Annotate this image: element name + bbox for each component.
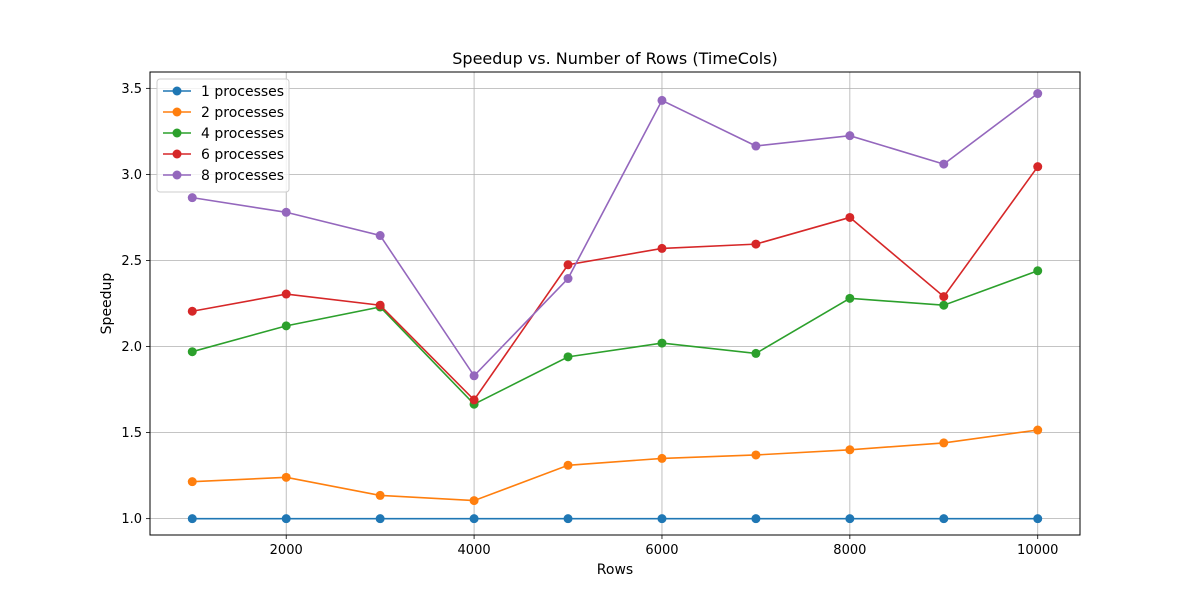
data-point	[751, 239, 761, 249]
y-tick-label: 1.0	[121, 512, 142, 527]
data-point	[469, 496, 479, 506]
data-point	[281, 207, 291, 217]
series-3	[187, 266, 1043, 409]
data-point	[187, 306, 197, 316]
x-axis: 2000 4000 6000 8000 10000	[270, 535, 1058, 558]
data-point	[845, 212, 855, 222]
data-point	[939, 159, 949, 169]
data-point	[1033, 266, 1043, 276]
y-tick-label: 2.5	[121, 254, 142, 269]
data-point	[281, 514, 291, 524]
chart-title: Speedup vs. Number of Rows (TimeCols)	[452, 49, 777, 68]
legend-label: 6 processes	[201, 147, 284, 163]
y-axis-label: Speedup	[99, 273, 115, 335]
y-tick-label: 2.0	[121, 340, 142, 355]
data-point	[845, 131, 855, 141]
x-tick-label: 6000	[645, 543, 678, 558]
legend-swatch-marker	[172, 170, 182, 180]
series-line	[192, 92, 1039, 378]
legend-item: 1 processes	[163, 84, 284, 100]
legend: 1 processes 2 processes 4 processes 6 proce…	[156, 78, 290, 193]
legend-label: 4 processes	[201, 126, 284, 142]
series-layer	[187, 89, 1043, 524]
x-axis-label: Rows	[597, 562, 633, 578]
data-point	[187, 477, 197, 487]
data-point	[939, 514, 949, 524]
series-line	[192, 166, 1039, 402]
legend-item: 4 processes	[163, 126, 284, 142]
data-point	[469, 371, 479, 381]
y-axis: 1.0 1.5 2.0 2.5 3.0 3.5	[121, 82, 150, 527]
data-point	[657, 95, 667, 105]
data-point	[563, 514, 573, 524]
legend-swatch-marker	[172, 128, 182, 138]
data-point	[751, 348, 761, 358]
series-4	[187, 162, 1043, 405]
data-point	[187, 514, 197, 524]
data-point	[1033, 514, 1043, 524]
legend-item: 6 processes	[163, 147, 284, 163]
x-tick-label: 10000	[1017, 543, 1058, 558]
data-point	[751, 141, 761, 151]
x-tick-label: 2000	[270, 543, 303, 558]
data-point	[469, 514, 479, 524]
data-point	[845, 514, 855, 524]
series-line	[192, 429, 1038, 502]
data-point	[1033, 89, 1043, 99]
series-2	[187, 425, 1043, 506]
legend-label: 8 processes	[201, 168, 284, 184]
legend-box	[156, 78, 290, 193]
data-point	[563, 260, 573, 270]
plot-area-frame	[149, 71, 1081, 536]
data-point	[939, 292, 949, 302]
legend-item: 2 processes	[163, 105, 284, 121]
legend-label: 1 processes	[201, 84, 284, 100]
data-point	[657, 453, 667, 463]
legend-swatch-marker	[172, 149, 182, 159]
y-tick-label: 3.5	[121, 82, 142, 97]
data-point	[281, 321, 291, 331]
data-point	[375, 514, 385, 524]
data-point	[187, 347, 197, 357]
data-point	[563, 460, 573, 470]
data-point	[751, 514, 761, 524]
data-point	[563, 274, 573, 284]
series-1	[187, 514, 1043, 524]
legend-item: 8 processes	[163, 168, 284, 184]
data-point	[281, 472, 291, 482]
series-line	[192, 270, 1039, 406]
series-5	[187, 89, 1043, 381]
data-point	[469, 395, 479, 405]
data-point	[375, 490, 385, 500]
data-point	[375, 231, 385, 241]
data-point	[281, 289, 291, 299]
data-point	[657, 338, 667, 348]
data-point	[751, 450, 761, 460]
legend-swatch-marker	[172, 86, 182, 96]
data-point	[939, 438, 949, 448]
data-point	[657, 514, 667, 524]
legend-swatch-marker	[172, 107, 182, 117]
data-point	[845, 293, 855, 303]
data-point	[657, 243, 667, 253]
y-tick-label: 1.5	[121, 426, 142, 441]
data-point	[187, 193, 197, 203]
data-point	[845, 445, 855, 455]
data-point	[939, 300, 949, 310]
data-point	[563, 352, 573, 362]
legend-label: 2 processes	[201, 105, 284, 121]
x-tick-label: 8000	[833, 543, 866, 558]
data-point	[1033, 425, 1043, 435]
y-tick-label: 3.0	[121, 168, 142, 183]
x-tick-label: 4000	[458, 543, 491, 558]
data-point	[375, 300, 385, 310]
data-point	[1033, 162, 1043, 172]
